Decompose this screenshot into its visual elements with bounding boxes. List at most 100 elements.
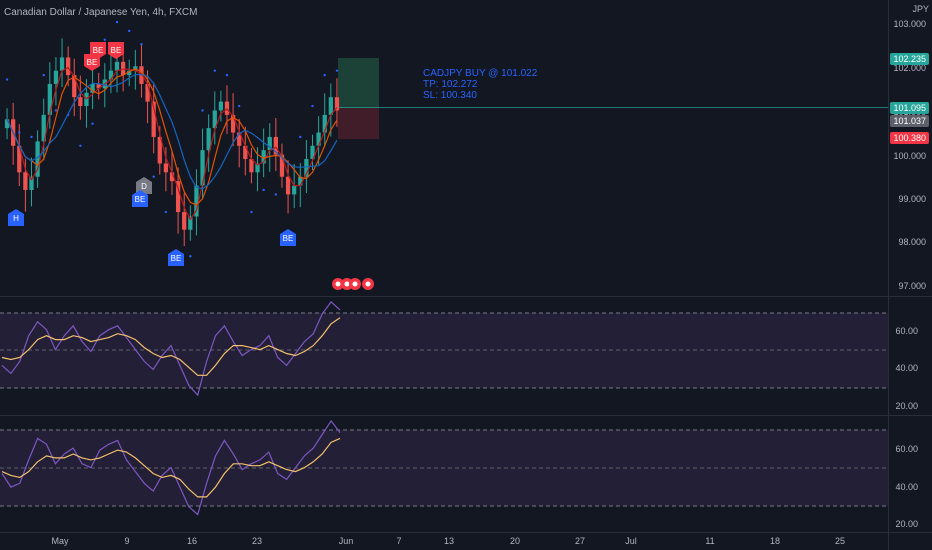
time-tick-label: 13 xyxy=(444,536,454,546)
sar-dot xyxy=(274,193,278,196)
candle-body xyxy=(261,150,266,164)
moving-average-series xyxy=(6,66,338,221)
price-axis[interactable]: 103.000102.000101.000100.00099.00098.000… xyxy=(893,19,926,529)
take-profit-zone[interactable] xyxy=(338,58,379,108)
candle-body xyxy=(96,83,101,89)
currency-label: JPY xyxy=(912,4,929,14)
rsi-tick-label: 60.00 xyxy=(895,326,918,336)
time-tick-label: 16 xyxy=(187,536,197,546)
time-tick-label: Jul xyxy=(625,536,637,546)
sar-dot xyxy=(201,109,204,112)
symbol-title[interactable]: Canadian Dollar / Japanese Yen, 4h, FXCM xyxy=(4,7,198,18)
candle-body xyxy=(212,110,217,129)
sar-dot xyxy=(250,210,253,214)
sar-dot xyxy=(54,109,58,112)
candle-body xyxy=(17,145,22,173)
candle-body xyxy=(47,83,52,115)
parabolic-sar-series xyxy=(5,20,339,258)
sar-dot xyxy=(238,104,241,108)
rsi-tick-label: 40.00 xyxy=(895,482,918,492)
candle-body xyxy=(200,150,205,186)
candle-body xyxy=(163,163,169,173)
rsi-line xyxy=(1,301,341,397)
candle-body xyxy=(249,159,254,173)
trade-entry-text: CADJPY BUY @ 101.022 xyxy=(423,68,538,79)
current-price-label: 101.037 xyxy=(890,115,929,127)
price-pane[interactable] xyxy=(0,0,888,296)
time-tick-label: Jun xyxy=(339,536,354,546)
sar-dot xyxy=(335,69,339,72)
sar-dot xyxy=(30,135,33,139)
time-tick-label: May xyxy=(51,536,69,546)
candle-body xyxy=(151,101,156,137)
rsi-tick-label: 20.00 xyxy=(895,401,918,411)
rsi-line xyxy=(1,419,341,516)
rsi-tick-label: 40.00 xyxy=(895,363,918,373)
sar-dot xyxy=(5,78,9,81)
candle-body xyxy=(230,114,236,133)
marker-shape xyxy=(90,42,106,59)
time-tick-label: 9 xyxy=(124,536,129,546)
time-tick-label: 25 xyxy=(835,536,845,546)
sar-dot xyxy=(115,20,119,24)
candle-body xyxy=(59,57,65,71)
candle-body xyxy=(29,176,34,190)
candle-body xyxy=(310,145,315,160)
time-axis[interactable]: May 9 16 23 Jun 7 13 20 27 Jul 11 18 25 xyxy=(51,536,845,546)
candle-body xyxy=(114,61,120,71)
moving-average-line xyxy=(6,74,338,190)
candle-body xyxy=(169,172,175,182)
candle-body xyxy=(157,136,162,164)
signal-marker: BE xyxy=(90,42,106,59)
marker-shape xyxy=(280,229,296,246)
candle-body xyxy=(72,75,77,98)
marker-shape xyxy=(132,190,148,207)
candle-body xyxy=(4,119,10,129)
candle-body xyxy=(285,176,291,195)
signal-marker: BE xyxy=(132,190,148,207)
price-tick-label: 98.000 xyxy=(898,237,926,247)
sar-dot xyxy=(299,135,302,139)
signal-marker: BE xyxy=(84,54,100,71)
marker-label: BE xyxy=(283,234,294,243)
candle-body xyxy=(237,132,242,146)
sar-dot xyxy=(91,122,94,125)
signal-marker: BE xyxy=(108,42,124,59)
trade-annotation[interactable]: CADJPY BUY @ 101.022 TP: 102.272 SL: 100… xyxy=(423,68,537,101)
marker-shape xyxy=(8,209,24,226)
trade-tp-text: TP: 102.272 xyxy=(423,79,478,90)
candle-body xyxy=(145,83,150,102)
candle-body xyxy=(108,70,114,80)
candle-body xyxy=(255,163,260,173)
tp-price-label: 102.235 xyxy=(890,53,929,65)
sar-dot xyxy=(262,188,265,192)
sar-dot xyxy=(140,42,143,46)
price-tick-label: 99.000 xyxy=(898,194,926,204)
candle-body xyxy=(328,97,333,115)
rsi-ma-line xyxy=(1,317,341,376)
candle-body xyxy=(78,97,83,107)
sar-dot xyxy=(18,131,21,134)
candle-body xyxy=(35,141,40,177)
time-tick-label: 23 xyxy=(252,536,262,546)
candle-body xyxy=(41,114,46,142)
candle-body xyxy=(175,181,181,213)
candle-body xyxy=(23,172,28,190)
economic-event-icons[interactable] xyxy=(332,278,374,290)
candle-body xyxy=(127,70,132,76)
candle-body xyxy=(334,97,340,111)
candle-body xyxy=(218,101,224,111)
candle-body xyxy=(53,70,59,84)
marker-label: H xyxy=(13,214,19,223)
marker-shape xyxy=(168,249,184,266)
sar-dot xyxy=(213,69,216,72)
candle-body xyxy=(188,216,193,230)
rsi-ma-line xyxy=(1,437,341,498)
time-tick-label: 27 xyxy=(575,536,585,546)
trade-sl-text: SL: 100.340 xyxy=(423,90,477,101)
price-tick-label: 97.000 xyxy=(898,281,926,291)
candle-body xyxy=(224,101,230,115)
candle-body xyxy=(90,83,95,93)
stop-loss-zone[interactable] xyxy=(338,108,379,139)
candle-body xyxy=(298,176,303,186)
